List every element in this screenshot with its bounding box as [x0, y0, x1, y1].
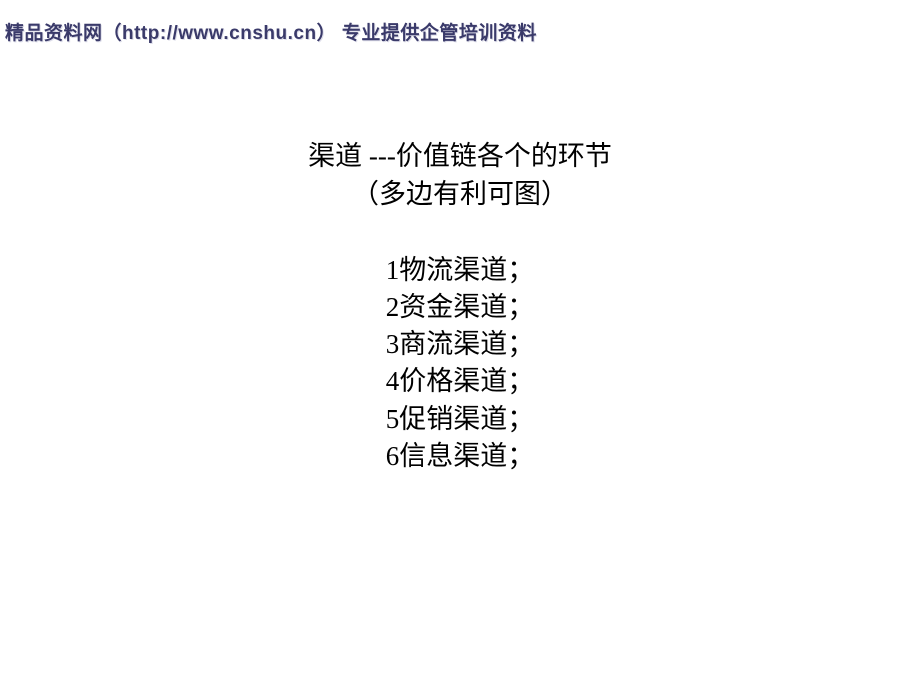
slide-content: 渠道 ---价值链各个的环节 （多边有利可图） 1物流渠道； 2资金渠道； 3商… — [0, 138, 920, 475]
list-item: 4价格渠道； — [386, 363, 535, 400]
list-container: 1物流渠道； 2资金渠道； 3商流渠道； 4价格渠道； 5促销渠道； 6信息渠道… — [386, 252, 535, 476]
title-line: 渠道 ---价值链各个的环节 — [0, 138, 920, 176]
list-item: 2资金渠道； — [386, 289, 535, 326]
list-item: 6信息渠道； — [386, 438, 535, 475]
list-item: 3商流渠道； — [386, 326, 535, 363]
list-item: 5促销渠道； — [386, 401, 535, 438]
list-item: 1物流渠道； — [386, 252, 535, 289]
watermark-text: 精品资料网（http://www.cnshu.cn） 专业提供企管培训资料 — [5, 18, 537, 45]
subtitle-line: （多边有利可图） — [0, 176, 920, 214]
